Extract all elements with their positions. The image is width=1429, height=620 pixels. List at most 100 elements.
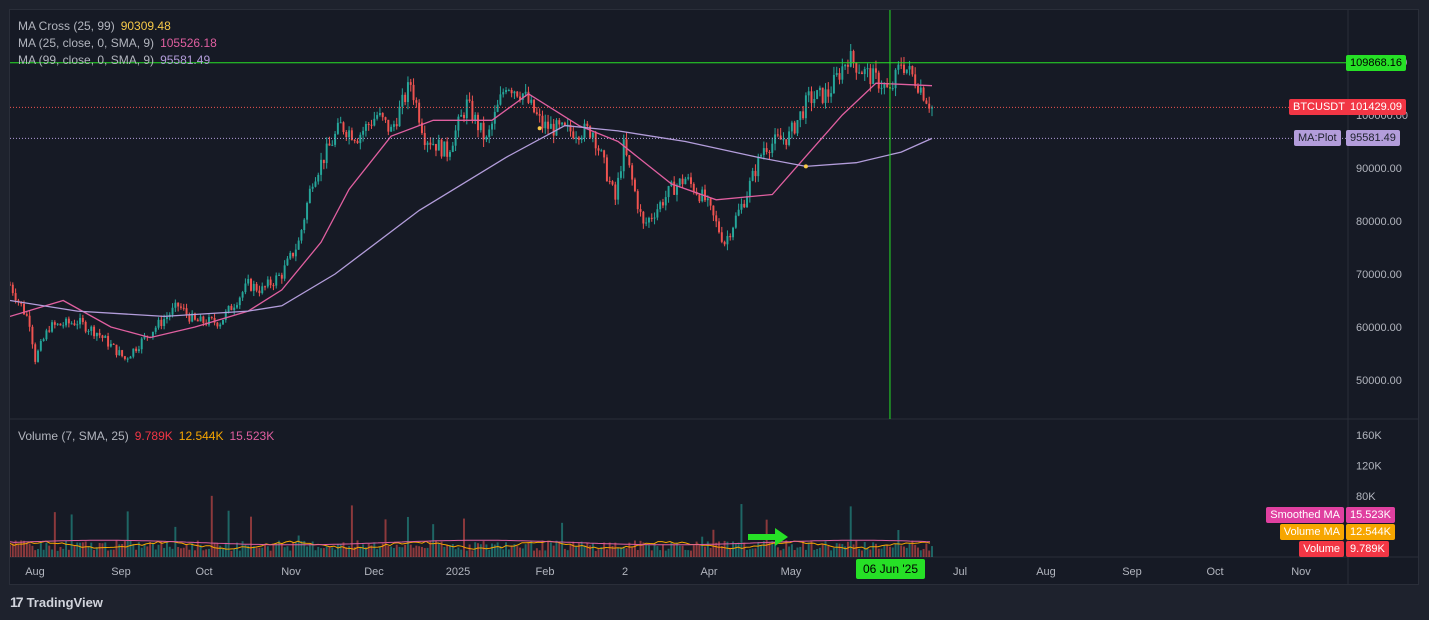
volume-bar [527,542,530,557]
volume-bar [619,547,622,557]
volume-bar [695,541,698,557]
volume-bar [732,541,735,557]
candle-body [84,321,87,332]
candle-body [914,74,917,86]
candle-body [420,122,423,134]
candle-body [359,134,362,144]
candle-body [81,317,84,322]
volume-bar [227,510,230,557]
volume-legend-name: Volume (7, SMA, 25) [18,429,129,443]
candle-body [844,64,847,67]
candle-body [378,113,381,116]
y-tick-label: 80000.00 [1356,216,1402,228]
candle-body [258,290,261,294]
volume-bar [56,550,59,557]
volume-bar [642,542,645,557]
candle-body [11,284,14,294]
volume-bar [250,516,252,557]
volume-bar [869,549,872,557]
volume-bar [510,545,513,557]
candle-body [502,92,505,95]
chart-frame[interactable]: 110000.00100000.0090000.0080000.0070000.… [9,9,1419,585]
crosshair-date-label: 06 Jun '25 [856,559,926,579]
volume-bar [796,547,799,557]
candle-body [572,131,575,139]
volume-bar [84,541,87,557]
price-legend-row[interactable]: MA (99, close, 0, SMA, 9) 95581.49 [18,52,223,69]
candle-body [734,215,737,228]
tradingview-logo-icon: 17 [10,594,24,610]
volume-bar [757,542,760,557]
volume-bar [443,546,446,557]
volume-bar [395,544,398,557]
candle-body [771,143,774,153]
candle-body [524,91,527,94]
volume-bar [233,548,236,557]
volume-bar [838,543,841,557]
volume-tick-label: 160K [1356,430,1382,442]
volume-bar [488,549,491,557]
tradingview-brand[interactable]: 17 TradingView [10,594,103,610]
price-legend-row[interactable]: MA Cross (25, 99) 90309.48 [18,18,223,35]
candle-body [227,305,230,312]
ma99-line [10,124,933,318]
volume-bar [376,549,379,557]
price-legend-row[interactable]: MA (25, close, 0, SMA, 9) 105526.18 [18,35,223,52]
volume-bar [687,550,690,557]
candle-body [661,202,664,206]
volume-bar [196,540,199,557]
volume-bar [650,550,653,557]
legend-name: MA (99, close, 0, SMA, 9) [18,53,155,67]
volume-bar [698,544,701,557]
candle-body [370,124,373,126]
volume-label-value: 12.544K [1346,524,1395,540]
volume-bar [90,542,93,557]
candle-body [434,143,437,151]
volume-bar [207,548,210,557]
volume-bar [925,543,928,557]
volume-bar [874,543,877,557]
volume-bar [563,548,566,557]
candle-body [34,344,37,362]
candle-body [622,139,625,172]
candle-body [244,283,247,293]
volume-label-value: 9.789K [1346,541,1389,557]
x-tick-label: Sep [1122,566,1142,578]
volume-bar [493,544,496,557]
volume-bar [426,547,429,557]
volume-bar [381,543,384,557]
volume-bar [325,546,328,557]
volume-bar [880,548,883,557]
candle-body [395,124,398,127]
volume-tick-label: 120K [1356,461,1382,473]
chart-canvas[interactable]: 110000.00100000.0090000.0080000.0070000.… [10,10,1418,584]
volume-bar [692,545,695,557]
candle-body [196,319,199,322]
volume-bar [718,541,720,557]
volume-bar [353,547,356,557]
candle-body [224,311,227,320]
candle-body [768,151,771,153]
candle-body [762,148,765,156]
candle-body [269,279,272,286]
candle-body [583,123,586,138]
candle-body [760,155,763,157]
candle-body [308,188,311,203]
candle-body [107,336,110,347]
candle-body [718,221,720,233]
volume-bar [451,544,454,557]
candle-body [561,122,564,125]
volume-bar [569,544,572,557]
candle-body [143,335,146,339]
candle-body [922,87,925,101]
x-tick-label: Apr [700,566,717,578]
volume-bar [928,550,931,557]
volume-bar [11,543,14,557]
candle-body [589,126,592,138]
volume-bar [345,547,348,557]
volume-bar [87,546,90,557]
candle-body [720,232,723,242]
candle-body [519,96,522,100]
candle-body [491,123,493,130]
candle-body [723,241,726,245]
